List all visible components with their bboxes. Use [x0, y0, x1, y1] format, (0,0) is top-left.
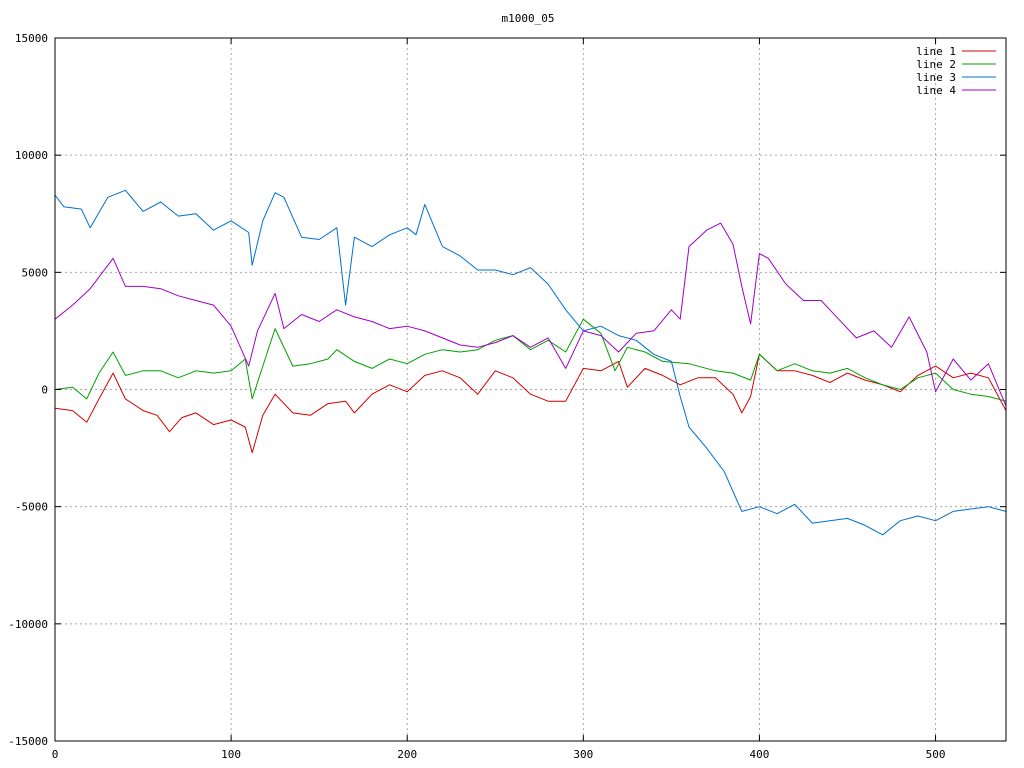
legend-label-3: line 3	[916, 71, 956, 84]
series-line-2	[54, 318, 1007, 402]
y-tick-label: 10000	[15, 149, 48, 162]
x-tick-label: 100	[221, 748, 241, 761]
x-tick-label: 0	[52, 748, 59, 761]
x-tick-label: 300	[573, 748, 593, 761]
tick-layer: 0 100 200 300 400 500 -15000 -10000 -5000 0 5000 10…	[8, 32, 1006, 761]
y-tick-label: 15000	[15, 32, 48, 45]
y-tick-label: 5000	[22, 266, 49, 279]
y-tick-label: -10000	[8, 618, 48, 631]
y-tick-label: -15000	[8, 735, 48, 748]
y-tick-label: 0	[41, 384, 48, 397]
y-tick-label: -5000	[15, 501, 48, 514]
series-line-3	[54, 189, 1007, 536]
chart-title: m1000_05	[502, 12, 555, 25]
x-tick-label: 200	[397, 748, 417, 761]
series-line-4	[54, 222, 1007, 407]
legend-label-2: line 2	[916, 58, 956, 71]
legend-label-1: line 1	[916, 45, 956, 58]
series-line-1	[54, 353, 1007, 454]
grid-layer	[55, 38, 1006, 741]
legend-label-4: line 4	[916, 84, 956, 97]
x-tick-label: 400	[750, 748, 770, 761]
x-tick-label: 500	[926, 748, 946, 761]
series-layer	[54, 189, 1007, 536]
